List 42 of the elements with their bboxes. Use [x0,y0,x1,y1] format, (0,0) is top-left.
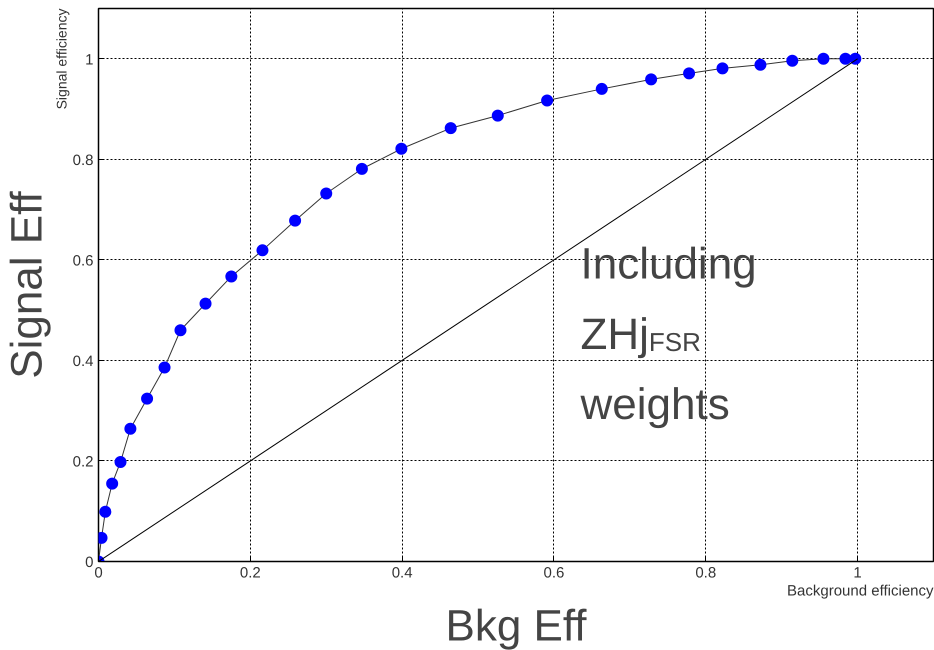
point [492,110,504,122]
point [716,62,728,74]
point [106,478,118,490]
point [395,142,408,155]
y-tick-label: 0.8 [72,152,94,169]
y-tick-label: 0 [85,554,94,571]
y-axis-title: Signal efficiency [54,8,70,110]
x-tick-label: 1 [853,564,862,582]
point [645,73,658,86]
annotation: Including ZHjFSR weights [580,240,757,429]
point [200,298,212,310]
point [817,52,830,65]
point [356,162,368,175]
point [444,122,457,134]
point [320,188,332,200]
y-tick-label: 0.2 [72,453,94,470]
x-tick-label: 0.4 [392,564,413,582]
point [541,94,554,106]
text: Bkg Eff [445,602,588,650]
point [158,361,171,374]
point [99,506,112,518]
point [289,214,302,227]
point [683,67,696,80]
point [839,52,852,65]
y-tick-label: 1 [85,51,94,68]
text: Signal Eff [2,190,52,379]
point [114,456,127,468]
point [174,324,186,336]
x-tick-label: 0.2 [240,564,261,582]
point [124,422,136,435]
y-tick-label: 0.6 [72,252,94,270]
point [849,52,862,65]
y-tick-label: 0.4 [72,352,94,370]
point [225,270,238,282]
x-axis-title: Background efficiency [787,582,934,600]
x-tick-label: 0.6 [544,564,564,582]
point [256,244,268,256]
point [141,392,154,405]
point [754,58,766,71]
point [596,82,608,95]
point [786,54,798,67]
x-tick-label: 0.8 [695,564,716,582]
